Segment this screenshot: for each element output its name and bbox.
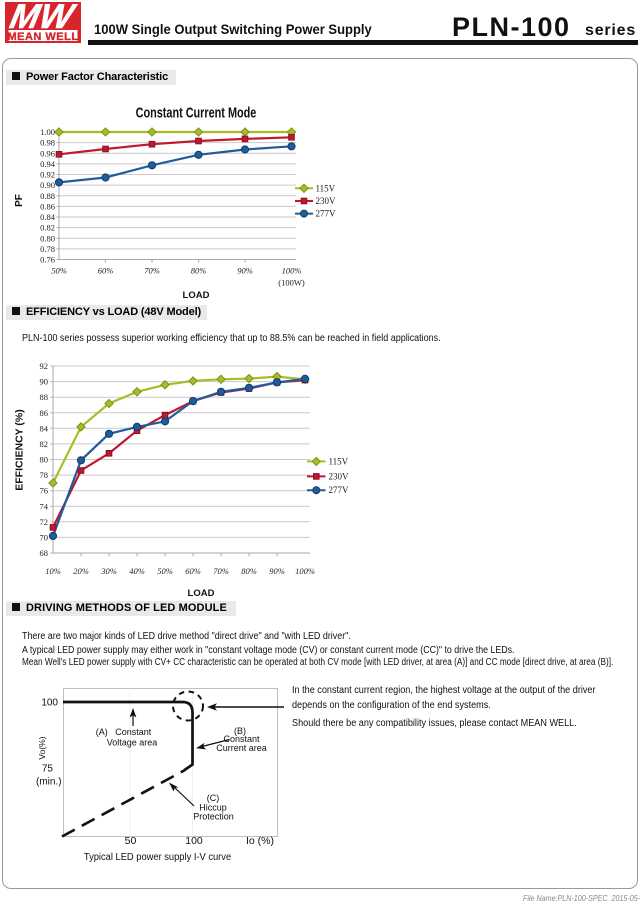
svg-text:84: 84 xyxy=(40,423,49,433)
svg-text:78: 78 xyxy=(40,470,49,480)
svg-text:76: 76 xyxy=(40,486,49,496)
svg-text:1.00: 1.00 xyxy=(40,127,55,137)
svg-text:Current area: Current area xyxy=(216,743,267,753)
svg-text:(B): (B) xyxy=(234,726,246,736)
svg-text:82: 82 xyxy=(40,439,49,449)
svg-text:100: 100 xyxy=(185,835,203,847)
svg-text:0.94: 0.94 xyxy=(40,159,56,169)
svg-text:70%: 70% xyxy=(144,265,160,275)
svg-text:90: 90 xyxy=(40,377,49,387)
svg-text:(100W): (100W) xyxy=(278,277,305,287)
svg-text:50%: 50% xyxy=(51,265,67,275)
svg-text:0.90: 0.90 xyxy=(40,180,55,190)
svg-text:70%: 70% xyxy=(213,566,229,576)
svg-text:20%: 20% xyxy=(73,566,89,576)
svg-text:0.92: 0.92 xyxy=(40,170,55,180)
svg-text:Constant Current Mode: Constant Current Mode xyxy=(136,104,257,121)
svg-text:0.86: 0.86 xyxy=(40,201,55,211)
svg-text:Voltage area: Voltage area xyxy=(107,738,158,748)
svg-text:LOAD: LOAD xyxy=(188,588,215,599)
svg-text:0.78: 0.78 xyxy=(40,244,55,254)
svg-text:74: 74 xyxy=(40,501,49,511)
svg-text:100%: 100% xyxy=(282,265,302,275)
svg-text:72: 72 xyxy=(40,517,49,527)
svg-text:115V: 115V xyxy=(329,456,349,466)
svg-text:0.82: 0.82 xyxy=(40,223,55,233)
svg-text:277V: 277V xyxy=(316,209,337,219)
svg-text:86: 86 xyxy=(40,408,49,418)
svg-text:PF: PF xyxy=(14,194,25,207)
svg-text:60%: 60% xyxy=(98,265,114,275)
svg-text:90%: 90% xyxy=(269,566,285,576)
svg-text:Protection: Protection xyxy=(193,812,234,822)
svg-text:Typical LED power supply I-V c: Typical LED power supply I-V curve xyxy=(84,852,232,864)
svg-text:68: 68 xyxy=(40,548,49,558)
svg-text:80%: 80% xyxy=(241,566,257,576)
svg-text:0.96: 0.96 xyxy=(40,148,55,158)
svg-text:0.84: 0.84 xyxy=(40,212,56,222)
svg-text:230V: 230V xyxy=(329,471,350,481)
svg-text:Constant: Constant xyxy=(223,734,260,744)
svg-text:80%: 80% xyxy=(191,265,207,275)
svg-text:60%: 60% xyxy=(185,566,201,576)
svg-text:90%: 90% xyxy=(237,265,253,275)
svg-text:92: 92 xyxy=(40,361,49,371)
svg-text:277V: 277V xyxy=(329,485,350,495)
svg-text:Vo(%): Vo(%) xyxy=(37,736,47,759)
svg-text:75: 75 xyxy=(42,764,54,775)
svg-text:(C): (C) xyxy=(207,793,220,803)
svg-text:100: 100 xyxy=(41,698,58,709)
svg-text:0.88: 0.88 xyxy=(40,191,55,201)
svg-text:(A) Constant: (A) Constant xyxy=(96,727,152,737)
svg-text:88: 88 xyxy=(40,392,49,402)
svg-text:0.98: 0.98 xyxy=(40,138,55,148)
svg-text:40%: 40% xyxy=(129,566,145,576)
svg-text:80: 80 xyxy=(40,455,49,465)
svg-text:0.76: 0.76 xyxy=(40,255,55,265)
svg-text:50: 50 xyxy=(125,835,137,847)
svg-text:MEAN WELL: MEAN WELL xyxy=(7,31,78,43)
svg-text:30%: 30% xyxy=(100,566,117,576)
svg-text:(min.): (min.) xyxy=(36,777,62,788)
svg-text:Hiccup: Hiccup xyxy=(199,802,227,812)
svg-text:100%: 100% xyxy=(295,566,315,576)
svg-text:70: 70 xyxy=(40,532,49,542)
svg-text:50%: 50% xyxy=(157,566,173,576)
svg-text:EFFICIENCY (%): EFFICIENCY (%) xyxy=(14,409,26,490)
svg-text:10%: 10% xyxy=(45,566,61,576)
svg-text:115V: 115V xyxy=(316,183,336,193)
svg-text:LOAD: LOAD xyxy=(183,290,210,300)
svg-text:230V: 230V xyxy=(316,196,337,206)
svg-text:0.80: 0.80 xyxy=(40,233,55,243)
svg-text:Io (%): Io (%) xyxy=(246,835,274,847)
